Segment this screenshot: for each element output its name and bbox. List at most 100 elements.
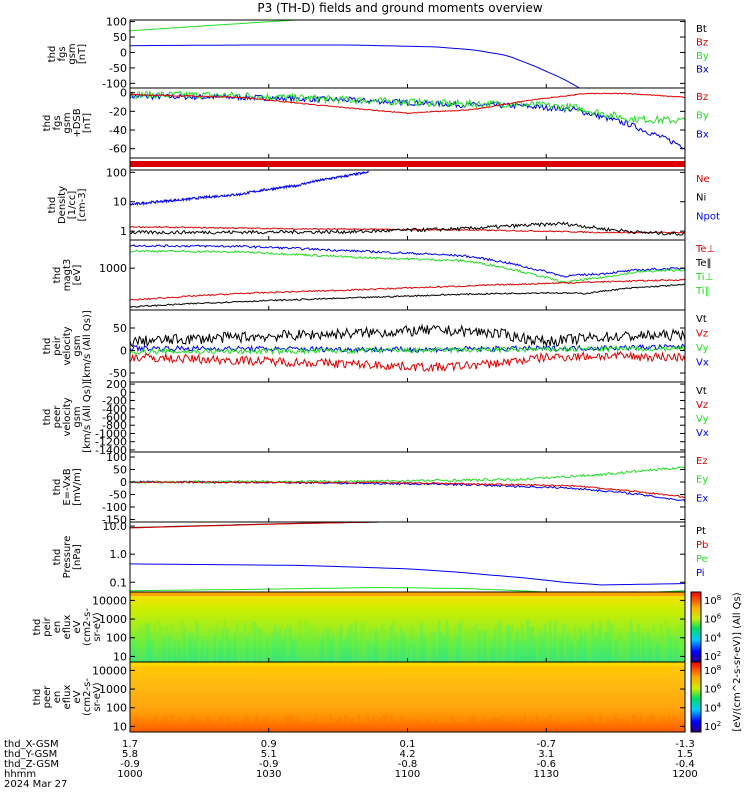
legend-entry: By: [696, 51, 709, 62]
y-axis-label: thd: [32, 689, 43, 706]
colorbar-tick-label: 102: [704, 650, 721, 663]
y-tick-label: -100: [102, 501, 127, 514]
series-ti-blue: [130, 244, 685, 278]
legend-entry: Vz: [696, 400, 708, 411]
y-tick-label: -20: [109, 105, 127, 118]
legend-entry: Ex: [696, 493, 708, 504]
colorbar-tick-label: 108: [704, 594, 721, 607]
y-axis-label: (cm2-s-: [82, 678, 93, 716]
y-tick-label: 10: [113, 196, 127, 209]
y-tick-label: 1000: [99, 262, 127, 275]
y-axis-label: fgs: [52, 115, 63, 130]
series-ez: [130, 480, 685, 499]
y-tick-label: 100: [106, 632, 127, 645]
series-npot: [130, 170, 370, 207]
series-ne: [130, 225, 685, 234]
y-axis-label: gsm: [72, 406, 83, 427]
x-axis-value: 1000: [117, 769, 142, 780]
y-axis-label: peir: [52, 335, 63, 355]
y-tick-label: -50: [109, 62, 127, 75]
legend-entry: Pi: [696, 568, 705, 579]
legend-entry: Ti‖: [695, 286, 710, 297]
colorbar-label: [eV/(cm^2-s-sr-eV)] (All Qs): [732, 592, 743, 731]
legend-entry: Vy: [696, 343, 709, 354]
y-tick-label: 100: [106, 702, 127, 715]
series-ex: [130, 480, 685, 502]
y-tick-label: 100: [106, 16, 127, 29]
y-axis-label: Pressure: [62, 536, 73, 579]
x-axis-value: 1030: [256, 769, 281, 780]
y-axis-label: sr-eV): [92, 682, 103, 711]
y-axis-label: fgs: [57, 46, 68, 61]
y-tick-label: 0: [120, 345, 127, 358]
y-axis-label: thd: [47, 197, 58, 214]
y-axis-label: [nT]: [77, 44, 88, 64]
panel-fgs-total: 100 50 0 -50 -100 thd fgs gsm [nT] Bt Bz By Bx: [47, 16, 709, 91]
colorbar-tick-label: 106: [704, 613, 722, 626]
legend-entry: Vx: [696, 358, 709, 369]
legend-entry: Pb: [696, 540, 708, 551]
x-axis-row-label: thd_Z-GSM: [4, 759, 59, 770]
legend-entry: Te⊥: [695, 244, 715, 255]
y-tick-label: 0: [120, 476, 127, 489]
y-tick-label: 50: [113, 322, 127, 335]
y-axis-label: gsm: [67, 43, 78, 64]
series-vt: [130, 323, 685, 348]
legend-entry: Vt: [696, 386, 707, 397]
y-tick-label: 50: [113, 464, 127, 477]
series-pe: [130, 586, 685, 592]
y-tick-label: -50: [109, 367, 127, 380]
x-axis-value: -0.9: [120, 759, 140, 770]
panel-flag-bar: [129, 157, 686, 171]
legend-entry: Vx: [696, 428, 709, 439]
x-axis-value: 1100: [395, 769, 420, 780]
colorbar-tick-label: 106: [704, 683, 722, 696]
panel-frame: [129, 381, 686, 453]
y-axis-label: (cm2-s-: [82, 608, 93, 646]
x-axis-annotation: thd_X-GSM 1.7 0.9 0.1 -0.7 -1.3 thd_Y-GSM 5.8 5.…: [4, 739, 698, 790]
colorbar-tick-label: 102: [704, 720, 721, 733]
y-tick-label: 50: [113, 31, 127, 44]
legend-entry: Ne: [696, 174, 710, 185]
x-axis-value: -0.6: [536, 759, 556, 770]
y-axis-label: peer: [52, 405, 63, 429]
x-axis-value: 0.9: [261, 739, 277, 750]
y-tick-label: -1400: [95, 444, 127, 457]
y-tick-label: 10.0: [103, 520, 128, 533]
legend-entry: Pt: [696, 526, 706, 537]
x-axis-value: 1130: [534, 769, 559, 780]
y-axis-label: thd: [32, 619, 43, 636]
y-tick-label: 0: [120, 87, 127, 100]
y-tick-label: 10000: [92, 594, 127, 607]
colorbar-tick-label: 104: [704, 631, 722, 644]
x-axis-date: 2024 Mar 27: [4, 779, 67, 790]
flag-bar: [130, 161, 685, 167]
legend-entry: Npot: [696, 211, 720, 222]
y-tick-label: -400: [102, 403, 127, 416]
legend-entry: Ni: [696, 193, 706, 204]
y-tick-label: 200: [106, 378, 127, 391]
y-axis-label: magt3: [62, 259, 73, 292]
x-axis-value: -1.3: [675, 739, 695, 750]
y-axis-label: gsm: [62, 112, 73, 133]
y-axis-label: eflux: [62, 685, 73, 710]
y-tick-label: 1.0: [110, 548, 128, 561]
y-axis-label: thd: [52, 549, 63, 566]
y-axis-label: [eV]: [72, 265, 83, 286]
y-axis-label: thd: [52, 267, 63, 284]
y-tick-label: 100: [106, 451, 127, 464]
legend-entry: Bt: [696, 24, 707, 35]
y-tick-label: 1: [120, 225, 127, 238]
x-axis-value: -0.4: [675, 759, 695, 770]
colorbar-tick-label: 104: [704, 701, 722, 714]
y-tick-label: 10: [113, 650, 127, 663]
y-axis-label: thd: [47, 46, 58, 63]
series-ey: [130, 466, 685, 484]
legend-entry: Bz: [696, 38, 708, 49]
y-tick-label: 1000: [99, 683, 127, 696]
y-tick-label: -100: [102, 77, 127, 90]
x-axis-value: 1.5: [677, 749, 693, 760]
